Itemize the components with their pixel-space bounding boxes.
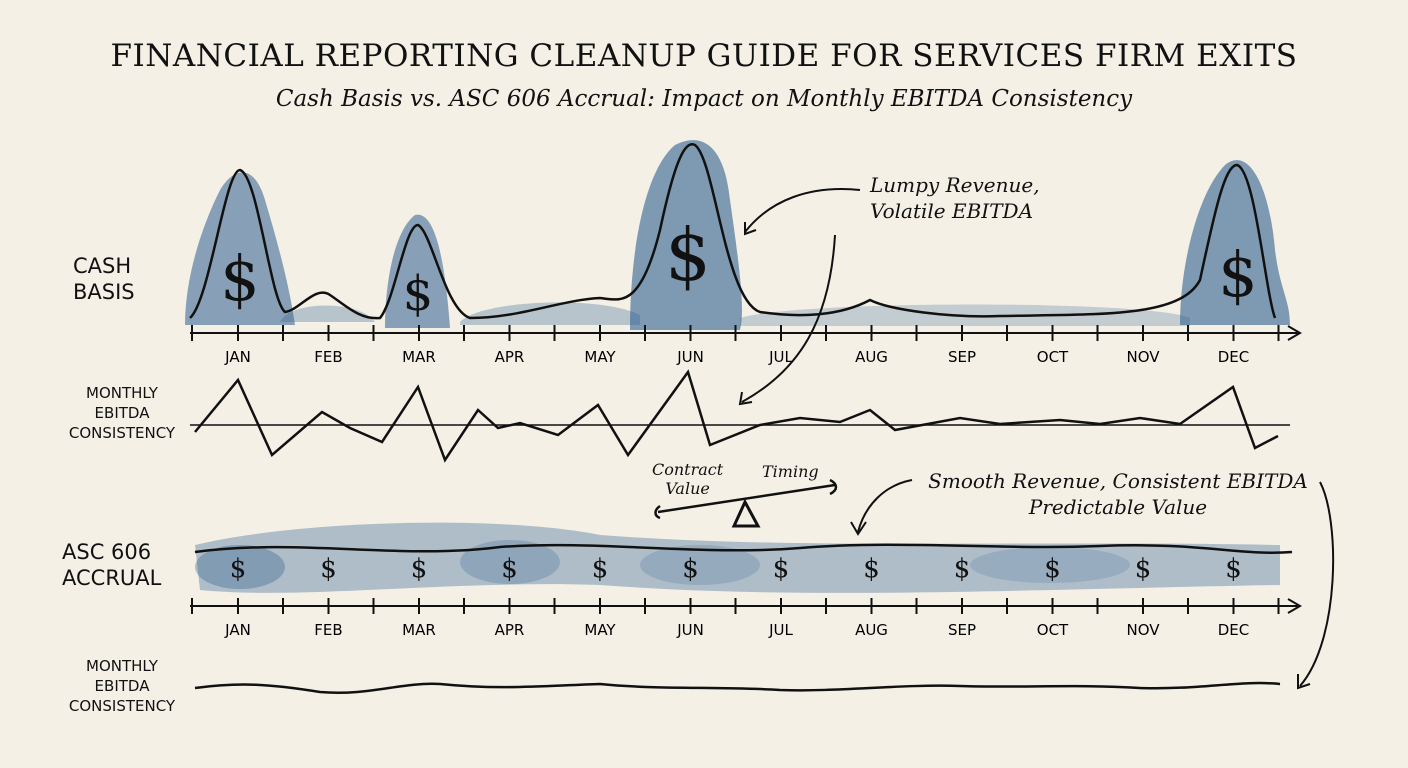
- month-label-jun: JUN: [676, 348, 704, 366]
- cash-basis-ebitda-line: [190, 369, 1290, 463]
- accrual-dollar-signs: $ $ $ $ $ $ $ $ $ $ $ $: [230, 554, 1242, 584]
- month-label-jan: JAN: [224, 621, 251, 639]
- label-line: EBITDA: [94, 404, 150, 422]
- annotation-line2: Volatile EBITDA: [870, 199, 1034, 223]
- jun-cash-blob: [630, 140, 742, 330]
- cash-basis-label-line1: CASH: [73, 254, 132, 278]
- dollar-icon: $: [320, 554, 337, 584]
- label-line: EBITDA: [94, 677, 150, 695]
- cash-basis-dollar-signs: $ $ $ $: [220, 213, 1257, 322]
- accrual-ebitda-label: MONTHLY EBITDA CONSISTENCY: [52, 656, 192, 716]
- cash-basis-watercolor: [185, 140, 1290, 330]
- month-label-aug: AUG: [855, 621, 888, 639]
- dollar-icon: $: [665, 213, 711, 297]
- annotation-arrows: [738, 188, 1335, 690]
- dec-cash-blob: [1180, 160, 1290, 325]
- mar-cash-blob: [385, 214, 450, 328]
- month-label-feb: FEB: [314, 621, 342, 639]
- month-label-aug: AUG: [855, 348, 888, 366]
- apr-may-cash-blob: [460, 302, 640, 325]
- cash-basis-revenue-curve: [189, 143, 1277, 320]
- month-label-may: MAY: [584, 348, 616, 366]
- month-label-jul: JUL: [768, 348, 793, 366]
- cash-ebitda-label: MONTHLY EBITDA CONSISTENCY: [52, 383, 192, 443]
- accrual-ebitda-line: [194, 681, 1281, 694]
- contract-value-label: Contract Value: [652, 460, 723, 498]
- accrual-axis[interactable]: [190, 598, 1302, 614]
- accrual-label-line2: ACCRUAL: [62, 566, 162, 590]
- annotation-line1: Lumpy Revenue,: [870, 173, 1040, 197]
- dollar-icon: $: [773, 554, 790, 584]
- label-line: CONSISTENCY: [68, 697, 176, 715]
- month-label-dec: DEC: [1218, 621, 1250, 639]
- dollar-icon: $: [1218, 238, 1257, 311]
- dollar-icon: $: [403, 266, 434, 322]
- balance-scale-icon: [654, 478, 838, 528]
- dollar-icon: $: [501, 554, 518, 584]
- asc606-accrual-label: ASC 606 ACCRUAL: [62, 539, 161, 591]
- dollar-icon: $: [954, 554, 971, 584]
- dollar-icon: $: [1225, 554, 1242, 584]
- label-line: Value: [665, 479, 710, 498]
- month-label-sep: SEP: [948, 621, 976, 639]
- month-label-jun: JUN: [676, 621, 704, 639]
- page-subtitle: Cash Basis vs. ASC 606 Accrual: Impact o…: [275, 86, 1133, 112]
- lumpy-revenue-annotation: Lumpy Revenue, Volatile EBITDA: [870, 172, 1040, 224]
- label-line: Contract: [652, 460, 724, 479]
- month-label-nov: NOV: [1126, 621, 1160, 639]
- label-line: MONTHLY: [86, 384, 158, 402]
- month-label-jan: JAN: [224, 348, 251, 366]
- accrual-watercolor-band: [195, 522, 1280, 593]
- dollar-icon: $: [230, 554, 247, 584]
- arrow-to-ebitda-line: [741, 234, 836, 403]
- label-line: MONTHLY: [86, 657, 158, 675]
- cash-basis-axis[interactable]: [190, 325, 1302, 341]
- month-label-jul: JUL: [768, 621, 793, 639]
- cash-basis-label-line2: BASIS: [73, 280, 135, 304]
- annotation-line2: Predictable Value: [1028, 495, 1208, 519]
- dollar-icon: $: [220, 242, 259, 315]
- month-label-apr: APR: [495, 621, 525, 639]
- dollar-icon: $: [411, 554, 428, 584]
- dollar-icon: $: [863, 554, 880, 584]
- dollar-icon: $: [1135, 554, 1152, 584]
- dollar-icon: $: [1044, 554, 1061, 584]
- arrow-to-accrual-band: [857, 479, 913, 533]
- month-label-oct: OCT: [1037, 621, 1069, 639]
- dollar-icon: $: [682, 554, 699, 584]
- month-label-may: MAY: [584, 621, 616, 639]
- timing-label: Timing: [762, 462, 819, 481]
- label-line: CONSISTENCY: [68, 424, 176, 442]
- month-label-feb: FEB: [314, 348, 342, 366]
- accrual-revenue-curve: [194, 543, 1293, 554]
- month-label-sep: SEP: [948, 348, 976, 366]
- month-label-nov: NOV: [1126, 348, 1160, 366]
- arrow-to-june-peak: [744, 188, 861, 233]
- annotation-line1: Smooth Revenue, Consistent EBITDA: [928, 469, 1308, 493]
- dollar-icon: $: [592, 554, 609, 584]
- accrual-month-labels: JAN FEB MAR APR MAY JUN JUL AUG SEP OCT NOV DEC: [224, 621, 1249, 639]
- month-label-dec: DEC: [1218, 348, 1250, 366]
- arrow-to-accrual-ebitda: [1299, 481, 1335, 687]
- cash-basis-month-labels: JAN FEB MAR APR MAY JUN JUL AUG SEP OCT NOV DEC: [224, 348, 1249, 366]
- page-title: FINANCIAL REPORTING CLEANUP GUIDE FOR SE…: [110, 38, 1298, 74]
- accrual-label-line1: ASC 606: [62, 540, 152, 564]
- month-label-mar: MAR: [402, 621, 436, 639]
- month-label-apr: APR: [495, 348, 525, 366]
- jan-cash-blob: [185, 172, 295, 325]
- month-label-oct: OCT: [1037, 348, 1069, 366]
- cash-basis-label: CASH BASIS: [73, 253, 135, 305]
- month-label-mar: MAR: [402, 348, 436, 366]
- smooth-revenue-annotation: Smooth Revenue, Consistent EBITDA Predic…: [918, 468, 1318, 520]
